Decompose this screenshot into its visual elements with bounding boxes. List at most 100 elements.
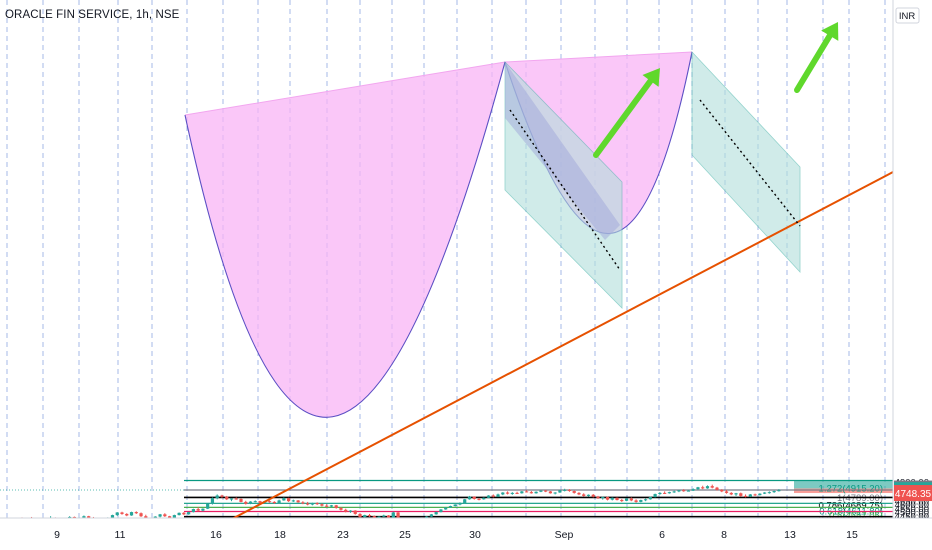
price-tick: 4650.00 [895, 496, 929, 507]
candle-body [82, 516, 86, 518]
candle-body [486, 495, 491, 498]
candle-body [444, 507, 448, 510]
candle-body [591, 494, 595, 497]
candle-body [306, 503, 310, 505]
candle-body [87, 516, 91, 519]
channel-1-inner [505, 62, 620, 240]
candle-body [663, 492, 667, 494]
price-axis[interactable]: 4900.004850.004800.004750.004700.004650.… [892, 0, 932, 538]
candle-body [729, 492, 733, 495]
candle-body [605, 497, 610, 500]
candle-body [467, 496, 472, 500]
candle-body [163, 514, 167, 517]
candle-body [348, 510, 353, 512]
candle-body [505, 492, 510, 494]
candle-body [196, 509, 200, 511]
candle-body [567, 489, 572, 492]
candle-body [734, 493, 738, 495]
candle-body [139, 513, 143, 517]
candle-body [501, 492, 505, 495]
candle-body [772, 491, 776, 493]
time-label: 30 [469, 529, 481, 541]
candle-body [610, 497, 614, 500]
price-tick: 4500.00 [895, 508, 929, 519]
candle-body [639, 500, 643, 502]
candle-body [210, 498, 215, 504]
candle-body [296, 500, 300, 503]
candle-body [329, 505, 334, 507]
bullish-arrow-1-shaft [593, 77, 654, 158]
candle-body [601, 497, 605, 499]
dotted-trend-1 [509, 109, 621, 271]
candle-body [206, 503, 210, 509]
currency-label: INR [899, 11, 916, 22]
candle-body [396, 512, 400, 520]
candle-body [763, 492, 767, 494]
candle-body [558, 490, 562, 493]
candle-body [358, 513, 362, 517]
time-axis-bg [0, 518, 932, 550]
time-label: 18 [274, 529, 286, 541]
candle-body [191, 509, 195, 513]
candle-body [229, 498, 234, 500]
candle-body [701, 487, 705, 489]
candle-body [620, 500, 624, 502]
cup-curve [184, 61, 506, 418]
candle-body [553, 492, 557, 494]
candle-body [658, 492, 662, 495]
candle-body [115, 512, 119, 516]
time-label: 23 [337, 529, 349, 541]
time-label: 8 [721, 529, 727, 541]
price-label-bg [894, 485, 932, 502]
bullish-arrow-1 [593, 68, 660, 158]
candle-body [287, 498, 291, 502]
candle-body [372, 516, 376, 519]
candle-body [258, 501, 262, 503]
candle-body [777, 490, 781, 492]
candle-body [710, 486, 714, 488]
time-label: 25 [399, 529, 411, 541]
candle-body [696, 487, 700, 490]
candle-body [582, 494, 586, 496]
candle-body [344, 509, 348, 512]
candle-body [267, 501, 272, 503]
candle-body [743, 495, 748, 497]
candle-body [653, 494, 657, 498]
candle-body [144, 516, 148, 519]
price-label: 4748.35 [895, 489, 932, 500]
time-axis[interactable]: 9 11 16 18 23 25 30 Sep 6 8 13 15 [0, 517, 932, 550]
candle-body [572, 491, 576, 493]
candle-body [291, 500, 295, 502]
candle-body [301, 502, 305, 504]
candle-body [339, 507, 343, 510]
candle-body [382, 515, 386, 517]
candle-body [644, 499, 648, 501]
time-label: 6 [659, 529, 665, 541]
candle-body [758, 493, 762, 496]
candle-body [325, 505, 329, 507]
candle-body [315, 503, 319, 505]
price-tick: 4550.00 [895, 504, 929, 515]
price-tick: 4450.00 [895, 511, 929, 522]
candle-body [720, 489, 724, 492]
candle-body [248, 501, 253, 504]
candle-body [272, 501, 276, 504]
candle-body [182, 512, 186, 515]
channel-2 [691, 50, 801, 274]
candle-body [120, 512, 124, 514]
candle-body [363, 515, 367, 517]
candle-body [439, 509, 443, 513]
candle-body [496, 494, 500, 497]
candle-body [320, 504, 324, 506]
candle-body [539, 490, 543, 492]
candle-body [429, 514, 433, 517]
time-label: 13 [784, 529, 796, 541]
time-label: 16 [210, 529, 222, 541]
chart-title: ORACLE FIN SERVICE, 1h, NSE [5, 9, 180, 21]
time-label: Sep [555, 529, 574, 541]
candle-body [282, 498, 286, 501]
candle-body [129, 512, 134, 516]
candle-body [234, 498, 238, 500]
candle-body [177, 512, 181, 516]
